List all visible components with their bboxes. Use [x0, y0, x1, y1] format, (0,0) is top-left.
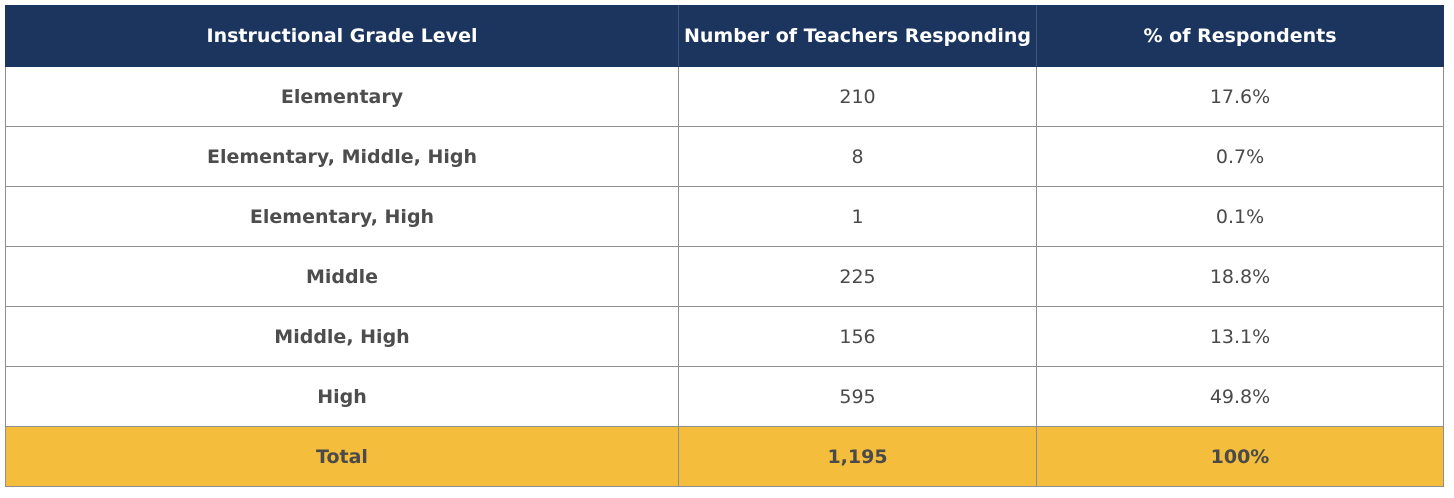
- total-teachers: 1,195: [678, 426, 1037, 487]
- row-grade-level: Elementary, Middle, High: [5, 126, 679, 187]
- row-grade-level: Elementary, High: [5, 186, 679, 247]
- row-teachers: 210: [678, 66, 1037, 127]
- row-percent: 0.7%: [1036, 126, 1444, 187]
- row-teachers: 595: [678, 366, 1037, 427]
- row-teachers: 1: [678, 186, 1037, 247]
- table-row: Elementary, Middle, High 8 0.7%: [5, 126, 1444, 187]
- row-percent: 0.1%: [1036, 186, 1444, 247]
- row-teachers: 225: [678, 246, 1037, 307]
- row-percent: 13.1%: [1036, 306, 1444, 367]
- header-grade-level: Instructional Grade Level: [5, 5, 679, 67]
- row-percent: 49.8%: [1036, 366, 1444, 427]
- table-row: Middle 225 18.8%: [5, 246, 1444, 307]
- table-row: Elementary, High 1 0.1%: [5, 186, 1444, 247]
- grade-level-table: Instructional Grade Level Number of Teac…: [5, 5, 1444, 487]
- row-grade-level: Middle: [5, 246, 679, 307]
- header-percent-respondents: % of Respondents: [1036, 5, 1444, 67]
- row-percent: 18.8%: [1036, 246, 1444, 307]
- header-row: Instructional Grade Level Number of Teac…: [5, 5, 1444, 67]
- total-percent: 100%: [1036, 426, 1444, 487]
- table-row: Middle, High 156 13.1%: [5, 306, 1444, 367]
- header-teachers-responding: Number of Teachers Responding: [678, 5, 1037, 67]
- row-grade-level: High: [5, 366, 679, 427]
- row-teachers: 156: [678, 306, 1037, 367]
- row-teachers: 8: [678, 126, 1037, 187]
- total-label: Total: [5, 426, 679, 487]
- table-row: Elementary 210 17.6%: [5, 66, 1444, 127]
- total-row: Total 1,195 100%: [5, 426, 1444, 487]
- grade-level-table-container: Instructional Grade Level Number of Teac…: [5, 5, 1444, 487]
- row-percent: 17.6%: [1036, 66, 1444, 127]
- row-grade-level: Middle, High: [5, 306, 679, 367]
- row-grade-level: Elementary: [5, 66, 679, 127]
- table-row: High 595 49.8%: [5, 366, 1444, 427]
